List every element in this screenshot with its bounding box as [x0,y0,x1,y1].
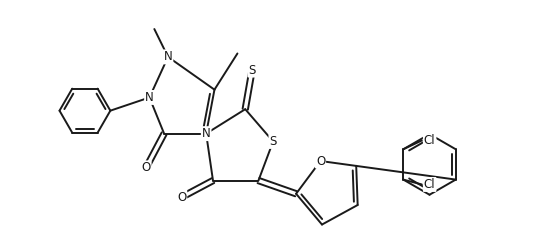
Text: N: N [163,51,172,63]
Text: S: S [248,63,256,77]
Text: O: O [142,161,151,174]
Text: O: O [316,155,325,168]
Text: O: O [177,191,186,204]
Text: Cl: Cl [424,178,436,191]
Text: Cl: Cl [424,134,436,147]
Text: N: N [145,91,154,104]
Text: S: S [270,135,277,148]
Text: N: N [202,127,210,140]
